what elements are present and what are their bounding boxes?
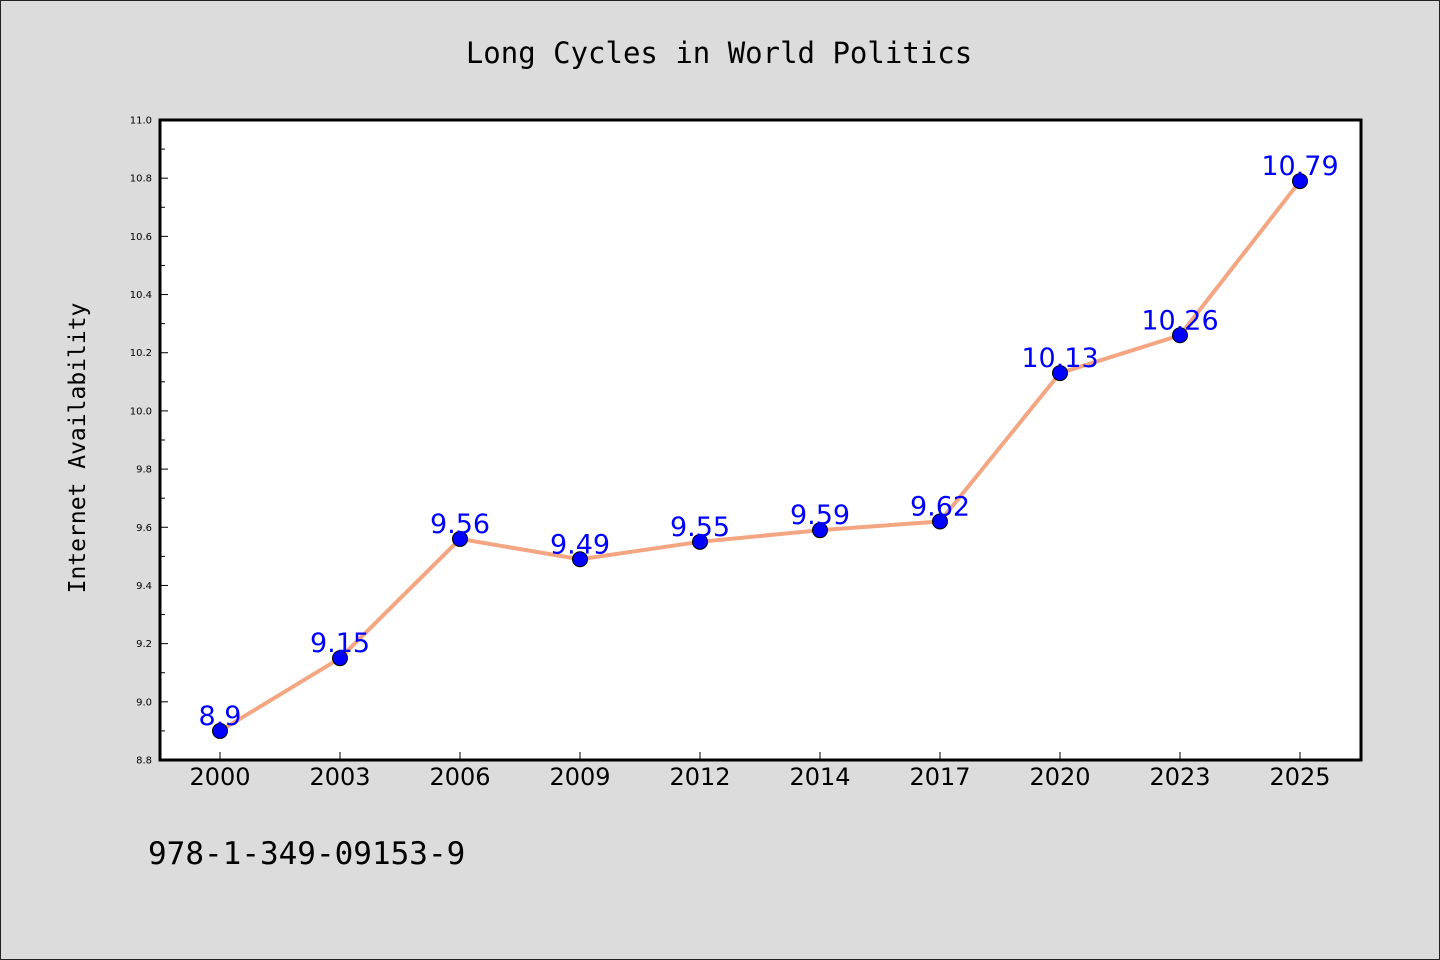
data-point (1172, 327, 1188, 344)
x-tick-label: 2017 (909, 763, 970, 791)
data-point (1052, 365, 1068, 382)
y-tick-label: 10.6 (130, 232, 152, 243)
x-axis: 2000 2003 2006 2009 2012 2014 2017 2020 2023 2025 (189, 752, 1331, 791)
y-axis-label: Internet Availability (65, 303, 91, 594)
data-point (812, 522, 828, 539)
x-tick-label: 2006 (429, 763, 490, 791)
y-tick-label: 9.8 (136, 465, 152, 476)
data-label: 9.56 (430, 509, 490, 540)
data-point (452, 530, 468, 547)
series-line (218, 179, 1302, 733)
x-tick-label: 2009 (549, 763, 610, 791)
y-tick-label: 9.2 (136, 639, 152, 650)
x-tick-label: 2003 (309, 763, 370, 791)
data-label: 8.9 (199, 701, 242, 732)
x-tick-label: 2000 (189, 763, 250, 791)
y-tick-label: 10.4 (130, 290, 152, 301)
x-tick-label: 2012 (669, 763, 730, 791)
data-point (332, 650, 348, 667)
data-label: 9.59 (790, 500, 850, 531)
y-tick-label: 11.0 (130, 116, 152, 127)
data-point (572, 551, 588, 568)
data-point (932, 513, 948, 530)
data-label: 9.49 (550, 529, 610, 560)
data-label: 9.15 (310, 628, 370, 659)
y-tick-label: 9.0 (136, 697, 152, 708)
x-tick-label: 2025 (1269, 763, 1330, 791)
data-label: 10.13 (1021, 343, 1098, 374)
y-tick-label: 9.4 (136, 581, 152, 592)
x-tick-label: 2023 (1149, 763, 1210, 791)
data-label: 9.55 (670, 512, 730, 543)
data-point (692, 533, 708, 550)
plot-area (160, 120, 1361, 760)
data-point (1292, 173, 1308, 190)
x-tick-label: 2014 (789, 763, 850, 791)
data-label: 9.62 (910, 491, 970, 522)
y-tick-label: 10.0 (130, 406, 152, 417)
x-tick-label: 2020 (1029, 763, 1090, 791)
data-label: 10.26 (1141, 305, 1218, 336)
footer-isbn: 978-1-349-09153-9 (148, 836, 465, 872)
data-label: 10.79 (1261, 151, 1338, 182)
plot-border (158, 118, 1363, 762)
chart-title: Long Cycles in World Politics (466, 36, 972, 70)
y-tick-label: 8.8 (136, 756, 152, 767)
series-group: 8.9 9.15 9.56 9.49 9.55 9.59 9.62 10.13 10.26 10.… (199, 151, 1339, 739)
y-tick-label: 9.6 (136, 523, 152, 534)
data-point (212, 722, 228, 739)
y-tick-label: 10.8 (130, 174, 152, 185)
y-tick-label: 10.2 (130, 348, 152, 359)
